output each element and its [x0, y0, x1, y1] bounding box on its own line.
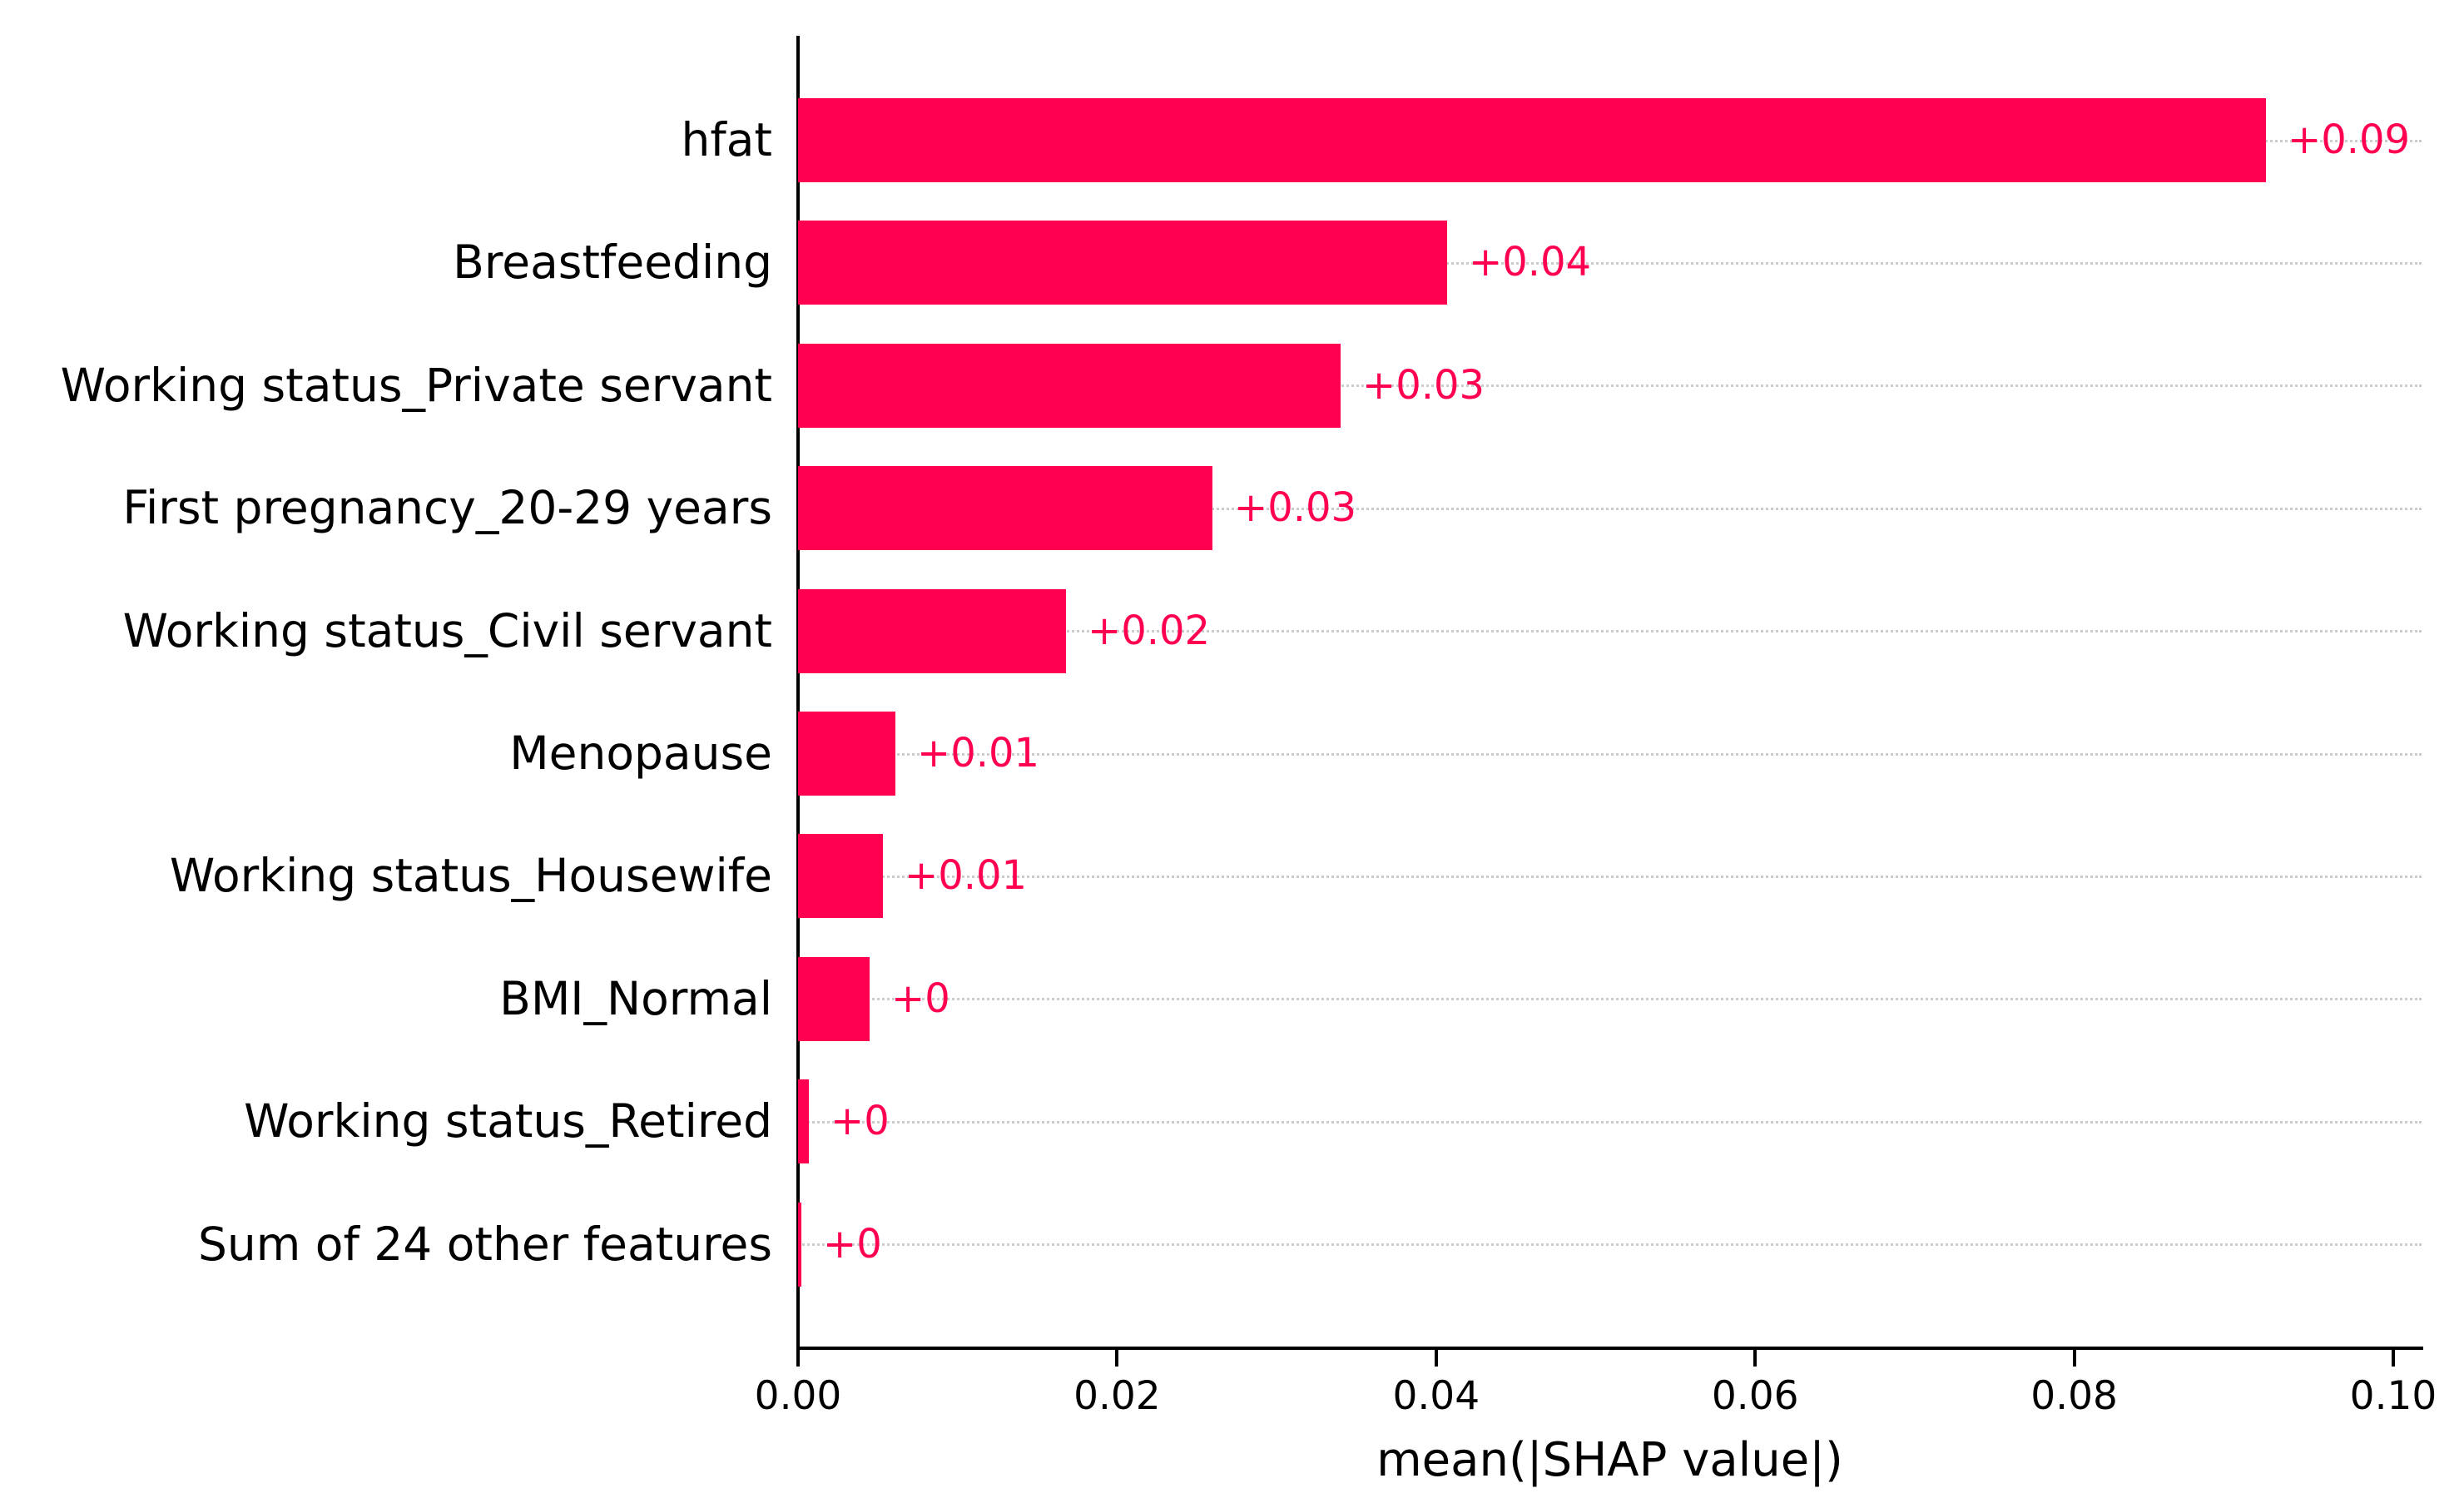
row-gridline: [798, 998, 2422, 1001]
xtick-label: 0.00: [754, 1373, 842, 1419]
row-gridline: [798, 507, 2422, 510]
xtick-label: 0.08: [2030, 1373, 2118, 1419]
xtick-label: 0.02: [1073, 1373, 1161, 1419]
feature-bar: [798, 956, 870, 1041]
ytick-feature-label: Working status_Private servant: [60, 358, 772, 412]
row-gridline: [798, 1120, 2422, 1124]
xtick-mark: [1434, 1350, 1438, 1367]
ytick-feature-label: Sum of 24 other features: [197, 1217, 772, 1271]
ytick-feature-label: Working status_Civil servant: [122, 603, 772, 657]
feature-bar: [798, 1202, 801, 1287]
row-gridline: [798, 875, 2422, 878]
xtick-label: 0.10: [2349, 1373, 2437, 1419]
bar-value-label: +0.02: [1088, 607, 1211, 654]
row-gridline: [798, 1243, 2422, 1247]
y-axis-spine: [796, 36, 800, 1350]
bar-value-label: +0.09: [2288, 117, 2411, 163]
ytick-feature-label: BMI_Normal: [499, 971, 772, 1025]
bar-value-label: +0.04: [1469, 239, 1592, 286]
ytick-feature-label: hfat: [681, 113, 773, 166]
xtick-mark: [1115, 1350, 1119, 1367]
ytick-feature-label: First pregnancy_20-29 years: [122, 481, 772, 535]
bar-value-label: +0: [823, 1220, 882, 1267]
row-gridline: [798, 261, 2422, 265]
bar-value-label: +0.03: [1234, 484, 1357, 532]
xtick-label: 0.06: [1711, 1373, 1799, 1419]
xtick-label: 0.04: [1392, 1373, 1480, 1419]
feature-bar: [798, 221, 1447, 305]
row-gridline: [798, 752, 2422, 756]
feature-bar: [798, 466, 1212, 551]
xtick-mark: [796, 1350, 800, 1367]
bar-value-label: +0.01: [917, 730, 1040, 776]
xtick-mark: [1753, 1350, 1758, 1367]
xtick-mark: [2392, 1350, 2395, 1367]
bar-value-label: +0: [830, 1098, 890, 1145]
xtick-mark: [2072, 1350, 2076, 1367]
bar-value-label: +0.03: [1362, 361, 1485, 409]
x-axis-title: mean(|SHAP value|): [1376, 1433, 1843, 1487]
ytick-feature-label: Working status_Housewife: [169, 849, 772, 903]
bar-value-label: +0.01: [905, 852, 1028, 900]
ytick-feature-label: Working status_Retired: [244, 1094, 772, 1148]
ytick-feature-label: Menopause: [509, 727, 772, 780]
feature-bar: [798, 712, 895, 796]
row-gridline: [798, 384, 2422, 388]
feature-bar: [798, 1079, 809, 1164]
bar-value-label: +0: [891, 975, 950, 1022]
feature-bar: [798, 98, 2266, 182]
feature-bar: [798, 343, 1341, 428]
plot-area: +0.09 +0.04 +0.03 +0.03 +0.02 +0.01 +0.01 +0 +0 +…: [798, 36, 2422, 1347]
feature-bar: [798, 834, 883, 919]
ytick-feature-label: Breastfeeding: [453, 236, 772, 290]
x-axis-spine: [796, 1347, 2423, 1350]
row-gridline: [798, 630, 2422, 633]
feature-bar: [798, 588, 1066, 673]
